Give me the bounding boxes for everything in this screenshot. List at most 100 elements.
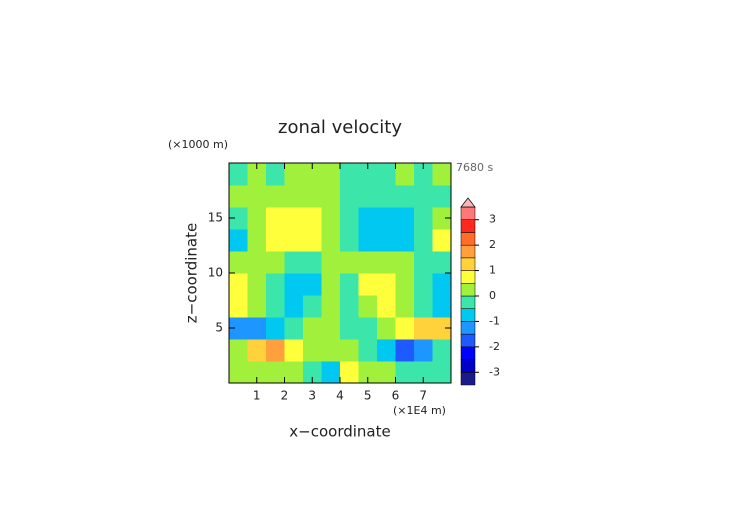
contour-cell (229, 163, 248, 186)
contour-cell (303, 185, 322, 208)
contour-cell (377, 361, 396, 384)
axes: 1 2 3 4 5 6 7 5 10 15 -3 -2 -1 0 1 2 3 (208, 162, 500, 403)
contour-cell (247, 317, 267, 340)
contour-cell (395, 273, 415, 296)
contour-cell (432, 185, 452, 208)
x-unit: (×1E4 m) (393, 404, 446, 417)
contour-cell (321, 273, 341, 296)
contour-cell (432, 207, 452, 230)
contour-cell (395, 361, 415, 384)
contour-cell (340, 229, 359, 252)
contour-cell (414, 229, 433, 252)
contour-cell (229, 229, 248, 252)
contour-cell (284, 339, 304, 362)
x-tick-label: 5 (364, 389, 372, 403)
contour-cell (229, 361, 248, 384)
contour-cell (377, 273, 396, 296)
colorbar-band (460, 206, 476, 220)
contour-cell (395, 185, 415, 208)
y-axis-label: z−coordinate (183, 223, 201, 323)
contour-cell (340, 273, 359, 296)
contour-cell (247, 185, 267, 208)
contour-cell (247, 295, 267, 318)
contour-cell (377, 185, 396, 208)
contour-cell (432, 339, 452, 362)
contour-cell (266, 251, 285, 274)
colorbar-extend (460, 197, 476, 208)
contour-field (229, 163, 452, 384)
y-tick-label: 15 (208, 211, 223, 225)
x-tick-label: 6 (392, 389, 400, 403)
contour-cell (432, 295, 452, 318)
contour-cell (266, 207, 285, 230)
contour-cell (229, 251, 248, 274)
contour-cell (377, 339, 396, 362)
contour-cell (358, 295, 378, 318)
contour-cell (266, 273, 285, 296)
colorbar-band (460, 333, 476, 348)
contour-cell (229, 273, 248, 296)
contour-cell (284, 251, 304, 274)
time-label: 7680 s (456, 161, 493, 174)
contour-cell (229, 207, 248, 230)
y-tick-label: 5 (215, 321, 223, 335)
contour-cell (414, 273, 433, 296)
contour-cell (284, 273, 304, 296)
contour-cell (284, 229, 304, 252)
contour-cell (432, 273, 452, 296)
contour-cell (266, 361, 285, 384)
contour-cell (247, 163, 267, 186)
contour-cell (303, 317, 322, 340)
contour-cell (340, 339, 359, 362)
contour-cell (266, 163, 285, 186)
contour-cell (284, 361, 304, 384)
contour-cell (358, 317, 378, 340)
contour-cell (321, 163, 341, 186)
contour-cell (358, 361, 378, 384)
colorbar-band (460, 244, 476, 259)
contour-cell (414, 185, 433, 208)
contour-cell (340, 207, 359, 230)
colorbar-tick-label: 1 (489, 264, 496, 277)
contour-cell (395, 295, 415, 318)
contour-cell (303, 273, 322, 296)
colorbar-band (460, 346, 476, 360)
colorbar-band (460, 295, 476, 309)
x-axis-label: x−coordinate (289, 423, 390, 441)
contour-cell (377, 229, 396, 252)
contour-cell (284, 185, 304, 208)
contour-cell (395, 317, 415, 340)
contour-cell (414, 317, 433, 340)
contour-cell (414, 251, 433, 274)
contour-cell (358, 163, 378, 186)
contour-cell (284, 295, 304, 318)
x-tick-label: 4 (336, 389, 344, 403)
colorbar-band (460, 308, 476, 322)
colorbar-tick-label: -3 (489, 365, 500, 378)
contour-cell (266, 339, 285, 362)
contour-cell (247, 339, 267, 362)
contour-cell (303, 163, 322, 186)
contour-cell (377, 251, 396, 274)
contour-cell (358, 229, 378, 252)
colorbar-band (460, 283, 476, 297)
contour-cell (395, 251, 415, 274)
contour-cell (266, 185, 285, 208)
contour-cell (414, 163, 433, 186)
contour-cell (377, 207, 396, 230)
contour-cell (414, 207, 433, 230)
contour-cell (303, 295, 322, 318)
colorbar-band (460, 321, 476, 335)
contour-cell (284, 207, 304, 230)
contour-cell (340, 361, 359, 384)
contour-cell (321, 185, 341, 208)
contour-cell (321, 295, 341, 318)
contour-cell (340, 251, 359, 274)
contour-cell (303, 207, 322, 230)
contour-cell (377, 317, 396, 340)
contour-cell (303, 361, 322, 384)
contour-cell (247, 273, 267, 296)
contour-cell (266, 295, 285, 318)
contour-cell (321, 361, 341, 384)
